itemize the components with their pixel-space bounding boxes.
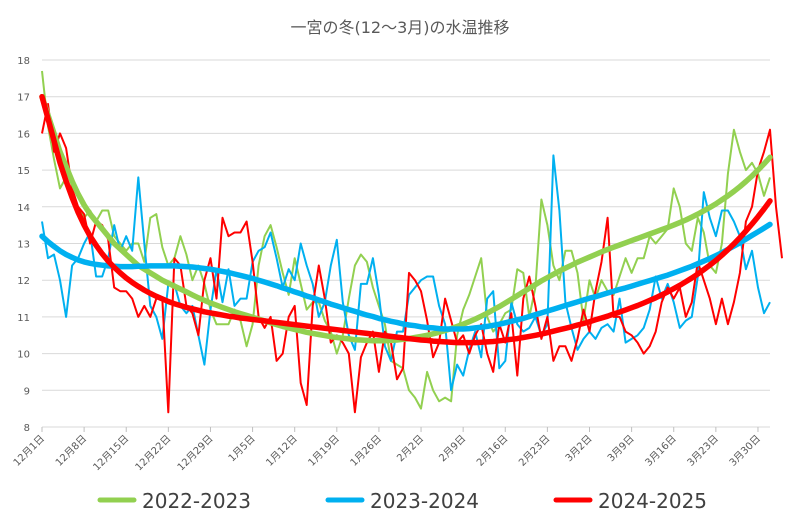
x-tick-label: 3月30日 (727, 433, 763, 469)
x-tick-label: 3月16日 (643, 433, 679, 469)
x-tick-label: 12月15日 (91, 433, 132, 474)
x-tick-label: 1月19日 (306, 433, 342, 469)
legend-label: 2024-2025 (598, 489, 707, 513)
x-tick-label: 2月23日 (516, 433, 552, 469)
x-tick-label: 12月29日 (175, 433, 216, 474)
y-tick-label: 13 (17, 240, 30, 251)
x-axis: 12月1日 12月8日 12月15日 12月22日 12月29日 1月5日 1月12日 1月1… (11, 426, 770, 474)
x-tick-label: 3月23日 (685, 433, 721, 469)
y-tick-label: 17 (17, 93, 30, 104)
grid-layer (42, 59, 770, 428)
y-tick-label: 15 (17, 166, 30, 177)
x-tick-label: 2月9日 (437, 433, 469, 465)
y-tick-label: 14 (17, 203, 30, 214)
y-tick-label: 16 (17, 129, 30, 140)
x-tick-label: 12月22日 (133, 433, 174, 474)
x-tick-label: 1月26日 (348, 433, 384, 469)
y-tick-label: 10 (17, 350, 30, 361)
chart-title: 一宮の冬(12～3月)の水温推移 (290, 18, 510, 37)
y-axis: 8 9 10 11 12 13 14 15 16 17 18 (17, 56, 30, 434)
legend: 2022-2023 2023-2024 2024-2025 (97, 489, 707, 513)
x-tick-label: 2月2日 (395, 433, 427, 465)
x-tick-label: 1月5日 (226, 433, 258, 465)
series-layer (39, 70, 783, 414)
x-tick-label: 3月2日 (563, 433, 595, 465)
legend-label: 2022-2023 (142, 489, 251, 513)
y-tick-label: 18 (17, 56, 30, 67)
trend-line-2023-2024 (39, 221, 773, 332)
legend-label: 2023-2024 (370, 489, 479, 513)
y-tick-label: 11 (17, 313, 30, 324)
y-tick-label: 9 (24, 386, 30, 397)
x-tick-label: 2月16日 (474, 433, 510, 469)
x-tick-label: 12月8日 (53, 433, 89, 469)
y-tick-label: 12 (17, 276, 30, 287)
trend-line-2024-2025 (39, 93, 773, 346)
series-line-2024-2025 (41, 103, 783, 414)
x-tick-label: 12月1日 (11, 433, 47, 469)
series-line-2022-2023 (41, 70, 771, 410)
x-tick-label: 3月9日 (605, 433, 637, 465)
x-tick-label: 1月12日 (264, 433, 300, 469)
y-tick-label: 8 (24, 423, 30, 434)
